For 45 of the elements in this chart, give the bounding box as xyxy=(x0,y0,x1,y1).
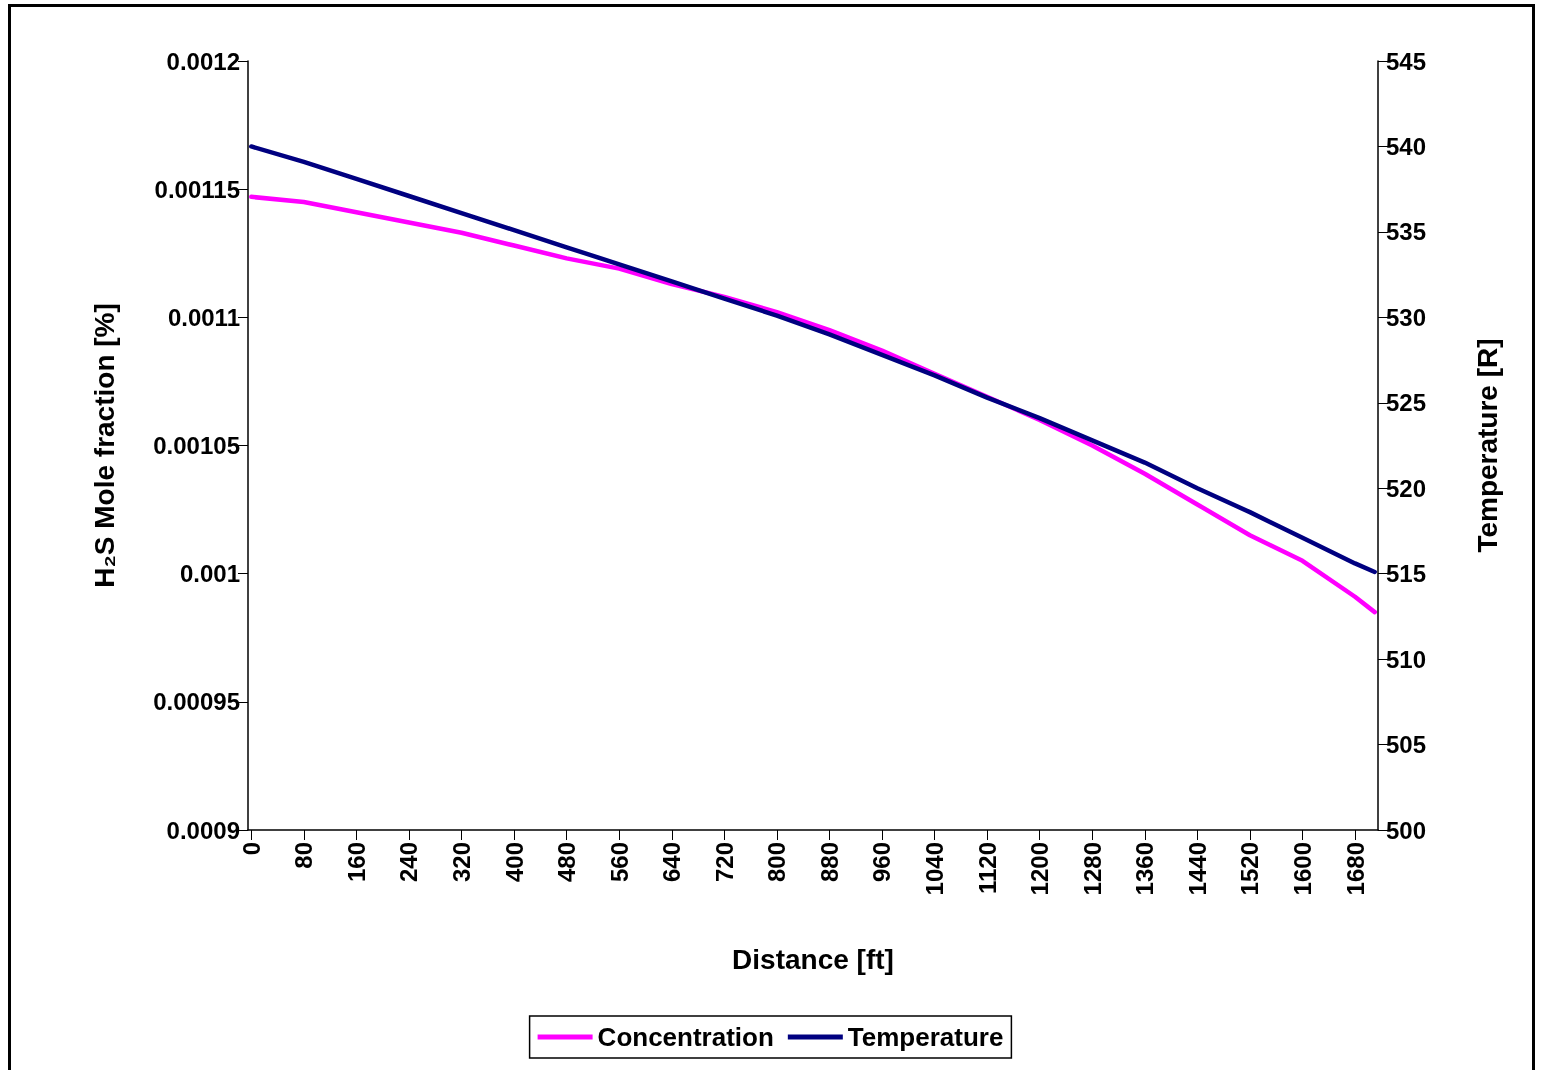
y2-tick-label: 510 xyxy=(1386,645,1427,673)
x-tick-label: 1040 xyxy=(921,842,949,896)
y-tick-label: 0.0011 xyxy=(167,303,240,331)
x-tick-label: 240 xyxy=(395,842,423,883)
x-tick-label: 0 xyxy=(237,842,265,856)
x-tick-label: 880 xyxy=(815,842,843,883)
x-tick-label: 560 xyxy=(605,842,633,883)
x-tick-label: 720 xyxy=(710,842,738,883)
y-tick-label: 0.00105 xyxy=(153,432,240,459)
y-axis-title: H₂S Mole fraction [%] xyxy=(88,303,120,588)
x-tick-label: 1440 xyxy=(1183,842,1211,896)
x-tick-label: 800 xyxy=(763,842,791,883)
x-tick-label: 1680 xyxy=(1341,842,1369,896)
y-tick-label: 0.001 xyxy=(179,560,240,588)
y2-tick-label: 540 xyxy=(1386,132,1427,160)
y2-tick-label: 500 xyxy=(1386,816,1427,844)
x-tick-label: 1520 xyxy=(1236,842,1264,896)
x-tick-label: 1360 xyxy=(1131,842,1159,896)
y2-tick-label: 505 xyxy=(1386,731,1427,759)
x-tick-label: 80 xyxy=(290,842,318,869)
y2-tick-label: 530 xyxy=(1386,303,1427,331)
y-tick-label: 0.0012 xyxy=(166,47,240,75)
y2-tick-label: 535 xyxy=(1386,218,1427,246)
x-tick-label: 400 xyxy=(500,842,528,883)
line-series xyxy=(249,144,1377,575)
x-tick-label: 480 xyxy=(553,842,581,883)
x-tick-label: 1200 xyxy=(1026,842,1054,896)
x-tick-label: 640 xyxy=(658,842,686,883)
legend-label: Temperature xyxy=(847,1022,1004,1052)
y2-tick-label: 520 xyxy=(1386,474,1427,502)
y2-tick-label: 545 xyxy=(1386,47,1427,75)
y2-tick-label: 515 xyxy=(1386,560,1427,588)
y-tick-label: 0.0009 xyxy=(166,816,240,844)
x-tick-label: 1280 xyxy=(1078,842,1106,896)
x-axis-title: Distance [ft] xyxy=(732,943,894,975)
x-tick-label: 160 xyxy=(342,842,370,883)
x-tick-label: 960 xyxy=(868,842,896,883)
y2-tick-label: 525 xyxy=(1386,389,1427,417)
legend-label: Concentration xyxy=(597,1022,774,1052)
y2-axis-title: Temperature [R] xyxy=(1471,338,1503,553)
y-tick-label: 0.00095 xyxy=(153,688,240,716)
y-tick-label: 0.00115 xyxy=(154,175,240,203)
x-tick-label: 320 xyxy=(448,842,476,883)
x-tick-label: 1600 xyxy=(1288,842,1316,896)
x-tick-label: 1120 xyxy=(973,842,1001,895)
